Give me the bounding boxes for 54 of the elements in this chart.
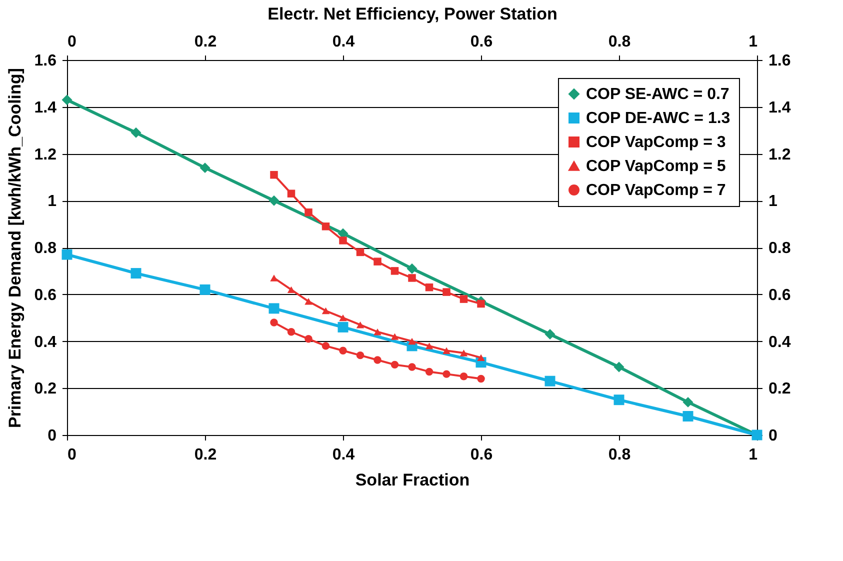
- point: [682, 411, 694, 422]
- x-tick-label: 0.8: [608, 34, 631, 50]
- y-axis-title: Primary Energy Demand [kwh/kWh_Cooling]: [5, 68, 24, 428]
- point: [200, 284, 210, 295]
- x2-tick-label: 0.6: [470, 446, 493, 464]
- y2-tick-label: 1: [768, 193, 778, 210]
- x2-tick-label: 0.4: [332, 446, 355, 464]
- point: [130, 127, 142, 138]
- y-tick-label: 1.6: [34, 52, 57, 70]
- y2-tick-label: 0: [768, 428, 778, 444]
- x-tick-label: 0.2: [194, 34, 217, 50]
- point: [614, 394, 624, 406]
- point: [338, 322, 348, 332]
- point: [682, 396, 694, 408]
- legend-label: COP SE-AWC = 0.7: [586, 86, 730, 103]
- point: [614, 362, 624, 372]
- legend-label: COP VapComp = 5: [586, 158, 726, 175]
- y2-tick-label: 1.6: [768, 52, 791, 70]
- point: [62, 94, 72, 106]
- y-tick-label: 1: [48, 193, 57, 210]
- legend-label: COP VapComp = 3: [586, 134, 726, 151]
- x-tick-label: 0: [68, 34, 76, 50]
- y-tick-label: 0.6: [34, 286, 57, 304]
- point: [268, 303, 280, 314]
- x2-axis-title: Electr. Net Efficiency, Power Station: [268, 4, 558, 24]
- y-tick-label: 0.8: [34, 240, 57, 257]
- y2-tick-label: 0.2: [768, 380, 791, 398]
- y-tick-label: 1.2: [34, 146, 57, 164]
- x-tick-label: 1: [748, 34, 758, 50]
- y2-tick-label: 1.2: [768, 146, 791, 164]
- y2-tick-label: 0.4: [768, 334, 791, 351]
- x2-tick-label: 0.8: [608, 446, 631, 464]
- point: [200, 162, 210, 174]
- point: [268, 195, 280, 206]
- y2-tick-label: 0.8: [768, 240, 791, 257]
- point: [130, 268, 142, 279]
- x2-tick-label: 0: [68, 446, 76, 464]
- point: [62, 249, 72, 260]
- y2-tick-label: 1.4: [768, 99, 791, 116]
- point: [544, 328, 556, 340]
- y-tick-label: 1.4: [34, 99, 57, 116]
- x2-tick-label: 0.2: [194, 446, 217, 464]
- point: [406, 263, 418, 274]
- x-tick-label: 0.4: [332, 34, 355, 50]
- x-axis-title: Solar Fraction: [355, 470, 470, 490]
- y2-tick-label: 0.6: [768, 286, 791, 304]
- legend-label: COP DE-AWC = 1.3: [586, 110, 730, 127]
- x-tick-label: 0.6: [470, 34, 493, 50]
- y-tick-label: 0.4: [34, 334, 57, 351]
- y-tick-label: 0.2: [34, 380, 57, 398]
- legend-label: COP VapComp = 7: [586, 182, 726, 199]
- y-tick-label: 0: [48, 428, 57, 444]
- x2-tick-label: 1: [748, 446, 758, 464]
- point: [544, 376, 556, 386]
